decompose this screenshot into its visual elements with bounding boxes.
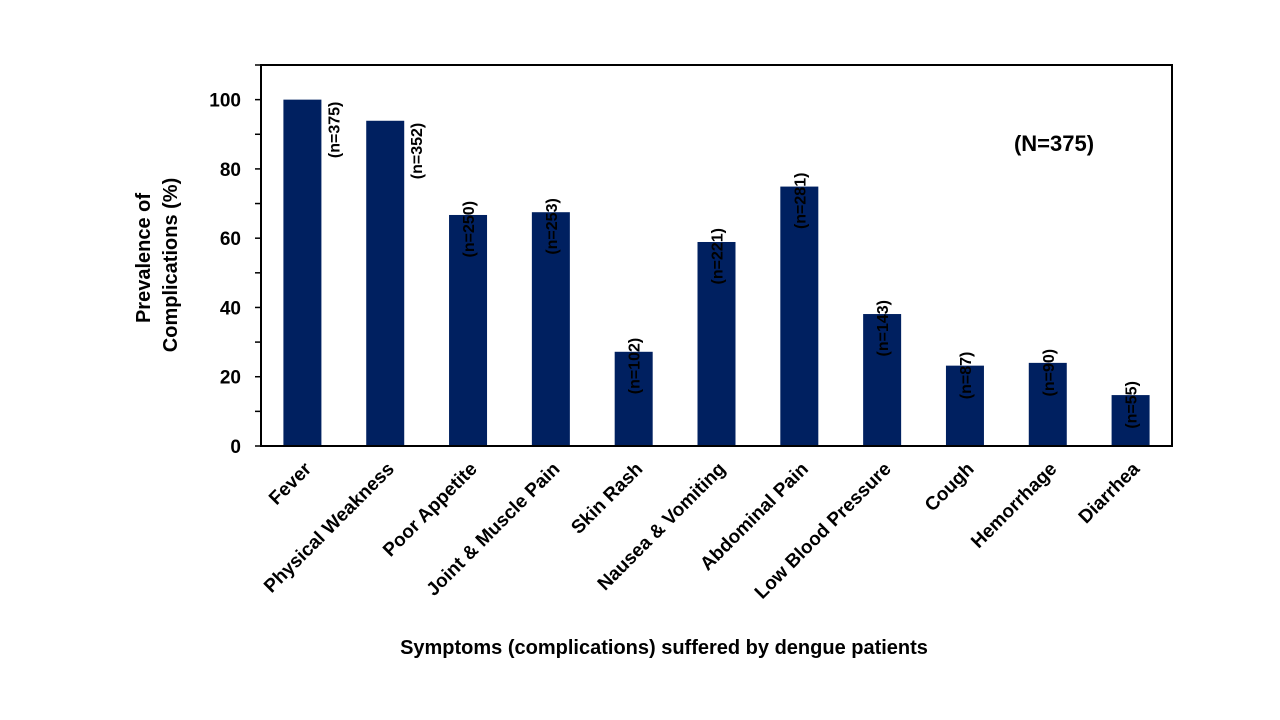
category-label: Joint & Muscle Pain bbox=[423, 459, 565, 601]
category-label: Skin Rash bbox=[567, 459, 647, 539]
y-tick-label: 60 bbox=[220, 229, 241, 250]
plot-area-frame bbox=[260, 64, 1173, 447]
y-axis-title: Prevalence of Complications (%) bbox=[133, 178, 182, 352]
total-n-annotation: (N=375) bbox=[1014, 131, 1094, 156]
bar-data-label: (n=375) bbox=[326, 102, 343, 158]
bar-data-label: (n=143) bbox=[875, 300, 892, 356]
bar bbox=[863, 314, 902, 446]
bar bbox=[449, 214, 488, 446]
bar-data-label: (n=90) bbox=[1041, 349, 1058, 397]
y-axis-title-line2: Complications (%) bbox=[160, 178, 182, 352]
bar-data-label: (n=281) bbox=[792, 173, 809, 229]
category-label: Diarrhea bbox=[1075, 458, 1145, 528]
bar bbox=[283, 99, 322, 447]
y-tick-label: 80 bbox=[220, 160, 241, 181]
y-tick-label: 100 bbox=[209, 91, 241, 112]
x-axis-title: Symptoms (complications) suffered by den… bbox=[400, 637, 928, 659]
bar-series bbox=[283, 99, 1150, 447]
bar bbox=[1111, 395, 1150, 446]
bar-data-label: (n=102) bbox=[627, 338, 644, 394]
bar-data-label: (n=55) bbox=[1124, 381, 1141, 429]
bar-data-label: (n=250) bbox=[461, 201, 478, 257]
bar-data-labels: (n=375) (n=352) (n=250) (n=253) (n=102) (n=22… bbox=[326, 102, 1140, 429]
bar bbox=[1028, 362, 1067, 446]
y-axis-ticks: 0 20 40 60 80 100 bbox=[209, 64, 261, 458]
bar-data-label: (n=87) bbox=[958, 352, 975, 400]
bar bbox=[780, 186, 819, 446]
y-tick-label: 20 bbox=[220, 368, 241, 389]
category-label: Fever bbox=[265, 458, 316, 509]
bar-data-label: (n=221) bbox=[710, 228, 727, 284]
category-label: Low Blood Pressure bbox=[751, 459, 896, 604]
y-tick-label: 0 bbox=[230, 437, 241, 458]
category-label: Cough bbox=[921, 459, 978, 516]
bar bbox=[945, 365, 984, 446]
y-axis-title-line1: Prevalence of bbox=[133, 193, 155, 323]
bar bbox=[697, 241, 736, 446]
bar bbox=[366, 120, 405, 447]
bar bbox=[531, 212, 570, 446]
bar bbox=[614, 351, 653, 446]
bar-data-label: (n=253) bbox=[544, 198, 561, 254]
y-tick-label: 40 bbox=[220, 298, 241, 319]
category-label: Hemorrhage bbox=[967, 459, 1061, 553]
bar-data-label: (n=352) bbox=[409, 123, 426, 179]
